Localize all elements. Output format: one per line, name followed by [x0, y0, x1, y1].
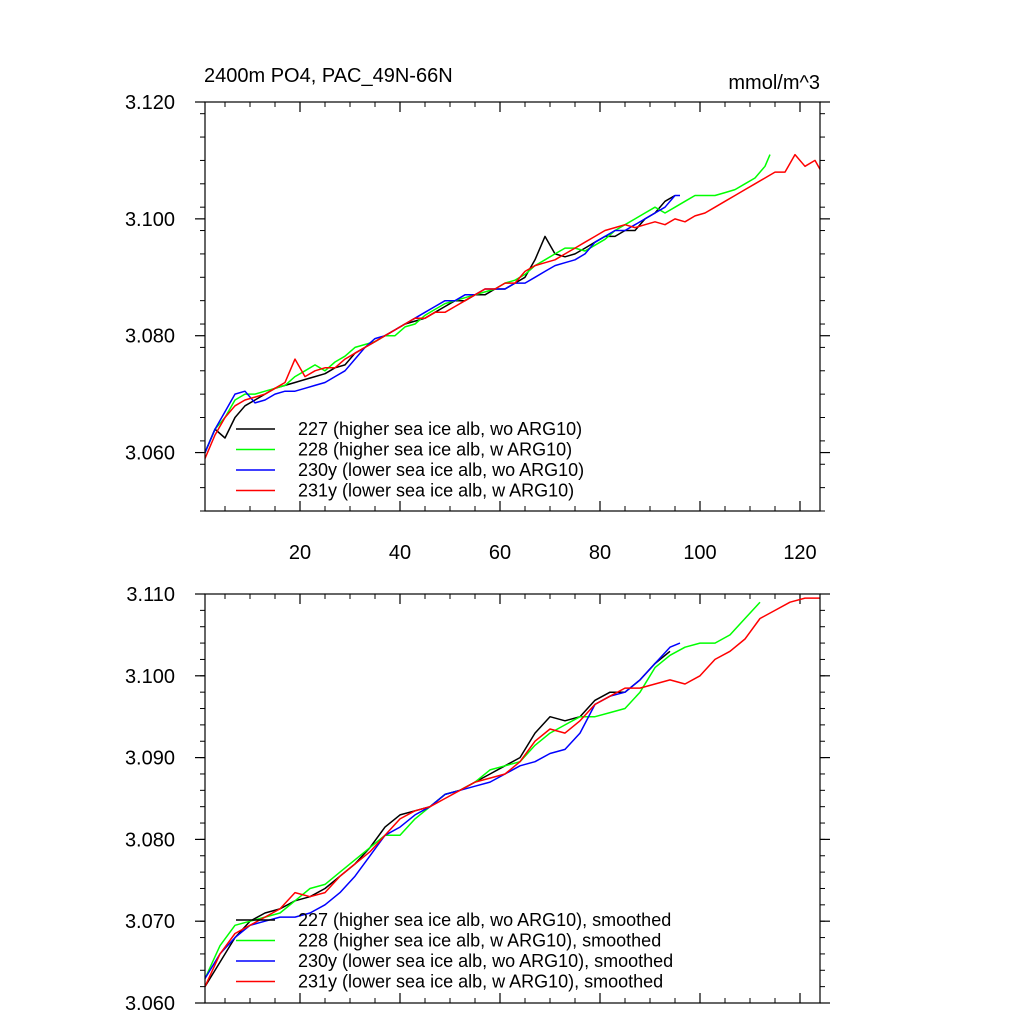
top-tick-labels: 20 40 60 80 100 120 3.060 3.080 3.100 3.120: [125, 92, 817, 564]
series-line-2: [204, 194, 680, 453]
x-tick-label: 20: [289, 542, 311, 564]
y-tick-label: 3.080: [125, 829, 175, 851]
top-legend: 227 (higher sea ice alb, wo ARG10)228 (h…: [236, 419, 584, 501]
x-tick-label: 40: [389, 542, 411, 564]
y-tick-label: 3.100: [125, 666, 175, 688]
series-line-3: [204, 153, 821, 459]
legend-label-3: 231y (lower sea ice alb, w ARG10), smoot…: [298, 972, 663, 992]
y-tick-label: 3.080: [125, 326, 175, 348]
bottom-series-lines: [204, 597, 820, 987]
x-tick-label: 120: [783, 542, 816, 564]
bottom-axis-ticks: [195, 593, 830, 1004]
x-tick-label: 60: [489, 542, 511, 564]
legend-label-1: 228 (higher sea ice alb, w ARG10): [298, 440, 572, 460]
y-tick-label: 3.120: [125, 92, 175, 114]
series-line-0: [204, 194, 676, 453]
y-tick-label: 3.060: [125, 443, 175, 465]
legend-label-2: 230y (lower sea ice alb, wo ARG10): [298, 460, 584, 480]
top-plot-frame: [204, 101, 821, 512]
bottom-tick-labels: 3.060 3.070 3.080 3.090 3.100 3.110: [125, 584, 175, 1015]
y-tick-label: 3.090: [125, 748, 175, 770]
bottom-chart: 3.060 3.070 3.080 3.090 3.100 3.110 227 (high…: [125, 584, 830, 1015]
chart-title: 2400m PO4, PAC_49N-66N: [204, 65, 453, 87]
series-line-1: [204, 601, 761, 979]
y-tick-label: 3.100: [125, 209, 175, 231]
y-tick-label: 3.110: [126, 584, 175, 606]
legend-label-3: 231y (lower sea ice alb, w ARG10): [298, 481, 574, 501]
y-tick-label: 3.070: [125, 911, 175, 933]
legend-label-2: 230y (lower sea ice alb, wo ARG10), smoo…: [298, 951, 673, 971]
legend-label-1: 228 (higher sea ice alb, w ARG10), smoot…: [298, 931, 661, 951]
units-label: mmol/m^3: [728, 72, 820, 94]
top-axis-ticks: [195, 101, 830, 512]
legend-label-0: 227 (higher sea ice alb, wo ARG10): [298, 419, 582, 439]
top-series-lines: [204, 153, 821, 459]
legend-label-0: 227 (higher sea ice alb, wo ARG10), smoo…: [298, 910, 671, 930]
y-tick-label: 3.060: [125, 993, 175, 1015]
series-line-1: [204, 154, 771, 453]
bottom-plot-frame: [204, 593, 821, 1004]
top-chart: 2400m PO4, PAC_49N-66N mmol/m^3 20 40 60 80…: [125, 65, 830, 564]
bottom-legend: 227 (higher sea ice alb, wo ARG10), smoo…: [236, 910, 673, 992]
x-tick-label: 100: [683, 542, 716, 564]
x-tick-label: 80: [589, 542, 611, 564]
series-line-3: [204, 597, 820, 987]
